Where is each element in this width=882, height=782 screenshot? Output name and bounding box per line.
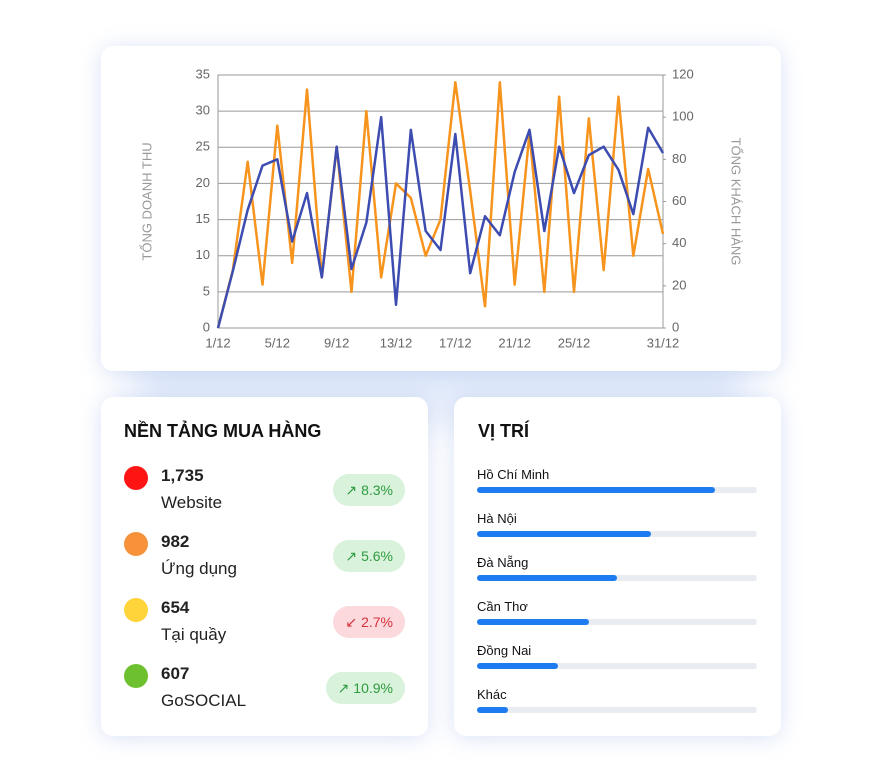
y-axis-title: TỔNG DOANH THU [139, 142, 154, 260]
platform-value: 982 [161, 532, 190, 551]
location-name: Hồ Chí Minh [477, 467, 550, 482]
series-line [216, 115, 665, 329]
location-track [477, 575, 757, 581]
trend-arrow: ↗ [345, 482, 358, 498]
y-tick-label: 20 [196, 175, 210, 190]
location-name: Đồng Nai [477, 643, 532, 658]
platform-title: NỀN TẢNG MUA HÀNG [124, 421, 322, 441]
trend-arrow: ↗ [345, 548, 358, 564]
x-tick-label: 17/12 [439, 335, 472, 350]
x-tick-label: 25/12 [558, 335, 591, 350]
change-pill: ↙ 2.7% [333, 606, 405, 638]
location-track [477, 487, 757, 493]
y-tick-label: 35 [196, 66, 210, 81]
y-tick-label: 25 [196, 139, 210, 154]
platform-value: 607 [161, 664, 190, 683]
platform-name: Website [161, 493, 223, 512]
y2-axis-title: TỔNG KHÁCH HÀNG [729, 138, 744, 266]
change-pill: ↗ 10.9% [325, 672, 405, 704]
location-track [477, 619, 757, 625]
trend-arrow: ↙ [345, 614, 358, 630]
platform-dot [124, 598, 148, 622]
x-tick-label: 9/12 [324, 335, 349, 350]
trend-arrow: ↗ [337, 680, 350, 696]
change-text: 2.7% [361, 614, 393, 630]
location-track [477, 663, 757, 669]
x-tick-label: 31/12 [647, 335, 680, 350]
location-name: Hà Nội [477, 511, 517, 526]
location-bar [477, 707, 508, 713]
x-tick-label: 13/12 [380, 335, 413, 350]
plot-border [217, 74, 664, 329]
change-text: 10.9% [353, 680, 393, 696]
platform-dot [124, 664, 148, 688]
platform-name: GoSOCIAL [161, 691, 247, 710]
location-name: Khác [477, 687, 507, 702]
y2-tick-label: 0 [672, 319, 679, 334]
change-text: 8.3% [361, 482, 393, 498]
y2-tick-label: 20 [672, 277, 686, 292]
location-bar [477, 663, 559, 669]
y-tick-label: 10 [196, 247, 210, 262]
platform-name: Ứng dụng [161, 559, 237, 578]
change-text: 5.6% [361, 548, 393, 564]
y2-tick-label: 80 [672, 151, 686, 166]
location-track [477, 531, 757, 537]
x-tick-label: 21/12 [498, 335, 531, 350]
platform-dot [124, 466, 148, 490]
platform-value: 654 [161, 598, 190, 617]
location-name: Đà Nẵng [477, 555, 529, 570]
series-line [216, 80, 665, 329]
y2-tick-label: 40 [672, 235, 686, 250]
location-card [454, 397, 781, 736]
y2-tick-label: 100 [672, 109, 694, 124]
y-tick-label: 15 [196, 211, 210, 226]
location-bar [477, 487, 715, 493]
change-pill: ↗ 8.3% [333, 474, 405, 506]
chart: 0 5 10 15 20 25 30 35 0 20 40 60 80 100 120 1/12 5/12 9/1… [139, 66, 744, 350]
y2-tick-label: 120 [672, 66, 694, 81]
location-bar [477, 531, 651, 537]
y-tick-label: 30 [196, 103, 210, 118]
y-tick-label: 5 [203, 283, 210, 298]
platform-value: 1,735 [161, 466, 204, 485]
location-title: VỊ TRÍ [478, 421, 530, 441]
x-tick-label: 5/12 [265, 335, 290, 350]
platform-name: Tại quầy [161, 625, 227, 644]
y-tick-label: 0 [203, 319, 210, 334]
location-bar [477, 619, 589, 625]
location-bar [477, 575, 617, 581]
y2-tick-label: 60 [672, 193, 686, 208]
change-pill: ↗ 5.6% [333, 540, 405, 572]
location-track [477, 707, 757, 713]
x-tick-label: 1/12 [205, 335, 230, 350]
platform-dot [124, 532, 148, 556]
location-name: Cần Thơ [477, 599, 528, 614]
